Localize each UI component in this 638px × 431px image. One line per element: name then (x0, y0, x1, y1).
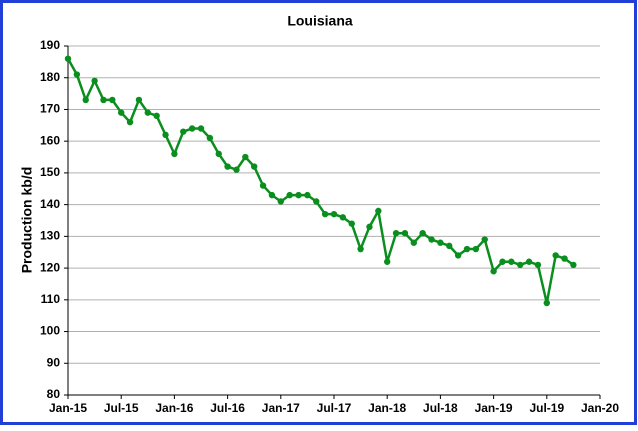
point (268, 191, 276, 199)
x-tick-label: Jan-15 (49, 401, 87, 415)
x-tick-label: Jul-17 (317, 401, 352, 415)
point (561, 255, 568, 262)
point (64, 55, 72, 62)
y-tick-label: 130 (40, 229, 60, 243)
point (419, 229, 426, 237)
point (233, 166, 240, 173)
point (118, 109, 125, 116)
x-tick-label: Jan-18 (368, 401, 406, 415)
point (91, 77, 98, 85)
point (525, 258, 533, 265)
point (339, 214, 347, 221)
point (313, 198, 320, 205)
x-tick-label: Jul-16 (210, 401, 245, 415)
point (215, 150, 222, 158)
y-tick-label: 100 (40, 324, 60, 338)
y-tick-label: 140 (40, 197, 60, 211)
point (162, 131, 169, 139)
x-tick-label: Jan-17 (262, 401, 300, 415)
point (348, 220, 355, 227)
point (321, 210, 329, 218)
y-tick-label: 150 (40, 165, 60, 179)
point (73, 71, 81, 78)
point (375, 207, 382, 215)
y-tick-label: 90 (47, 355, 61, 369)
point (437, 239, 444, 246)
point (543, 299, 550, 307)
point (304, 191, 311, 199)
point (206, 134, 214, 142)
y-tick-label: 80 (47, 387, 61, 401)
point (454, 252, 462, 259)
point (180, 128, 187, 135)
point (472, 245, 480, 253)
point (242, 153, 249, 161)
x-tick-label: Jan-20 (581, 401, 619, 415)
point (384, 258, 391, 265)
point (295, 191, 302, 199)
point (481, 236, 488, 243)
chart-title: Louisiana (287, 13, 353, 29)
point (410, 239, 417, 246)
point (366, 223, 373, 231)
point (508, 258, 515, 265)
point (534, 261, 542, 269)
point (259, 182, 267, 189)
point (135, 96, 143, 104)
point (171, 150, 178, 158)
point (286, 191, 293, 199)
point (82, 96, 89, 104)
point (251, 163, 258, 170)
x-tick-label: Jul-15 (104, 401, 139, 415)
y-tick-label: 190 (40, 38, 60, 52)
y-tick-label: 180 (40, 70, 60, 84)
point (517, 261, 524, 269)
point (401, 229, 409, 237)
point (552, 252, 559, 259)
point (153, 112, 160, 120)
x-tick-label: Jul-18 (423, 401, 458, 415)
y-tick-label: 120 (40, 260, 60, 274)
point (570, 261, 577, 269)
point (499, 258, 506, 265)
point (100, 96, 107, 104)
point (357, 245, 364, 253)
point (188, 125, 196, 132)
point (392, 229, 400, 237)
series-line (66, 58, 575, 304)
point (277, 198, 284, 205)
point (224, 163, 231, 170)
point (463, 245, 471, 253)
x-tick-label: Jan-16 (155, 401, 193, 415)
y-tick-label: 160 (40, 133, 60, 147)
point (109, 96, 116, 104)
point (330, 210, 338, 218)
point (490, 268, 497, 275)
x-tick-label: Jan-19 (475, 401, 513, 415)
point (197, 125, 205, 132)
x-tick-label: Jul-19 (529, 401, 564, 415)
point (126, 118, 134, 126)
y-tick-label: 170 (40, 102, 60, 116)
y-axis-label: Production kb/d (19, 167, 35, 274)
point (144, 109, 151, 116)
point (428, 236, 435, 243)
y-tick-label: 110 (41, 292, 61, 306)
point (446, 242, 453, 250)
